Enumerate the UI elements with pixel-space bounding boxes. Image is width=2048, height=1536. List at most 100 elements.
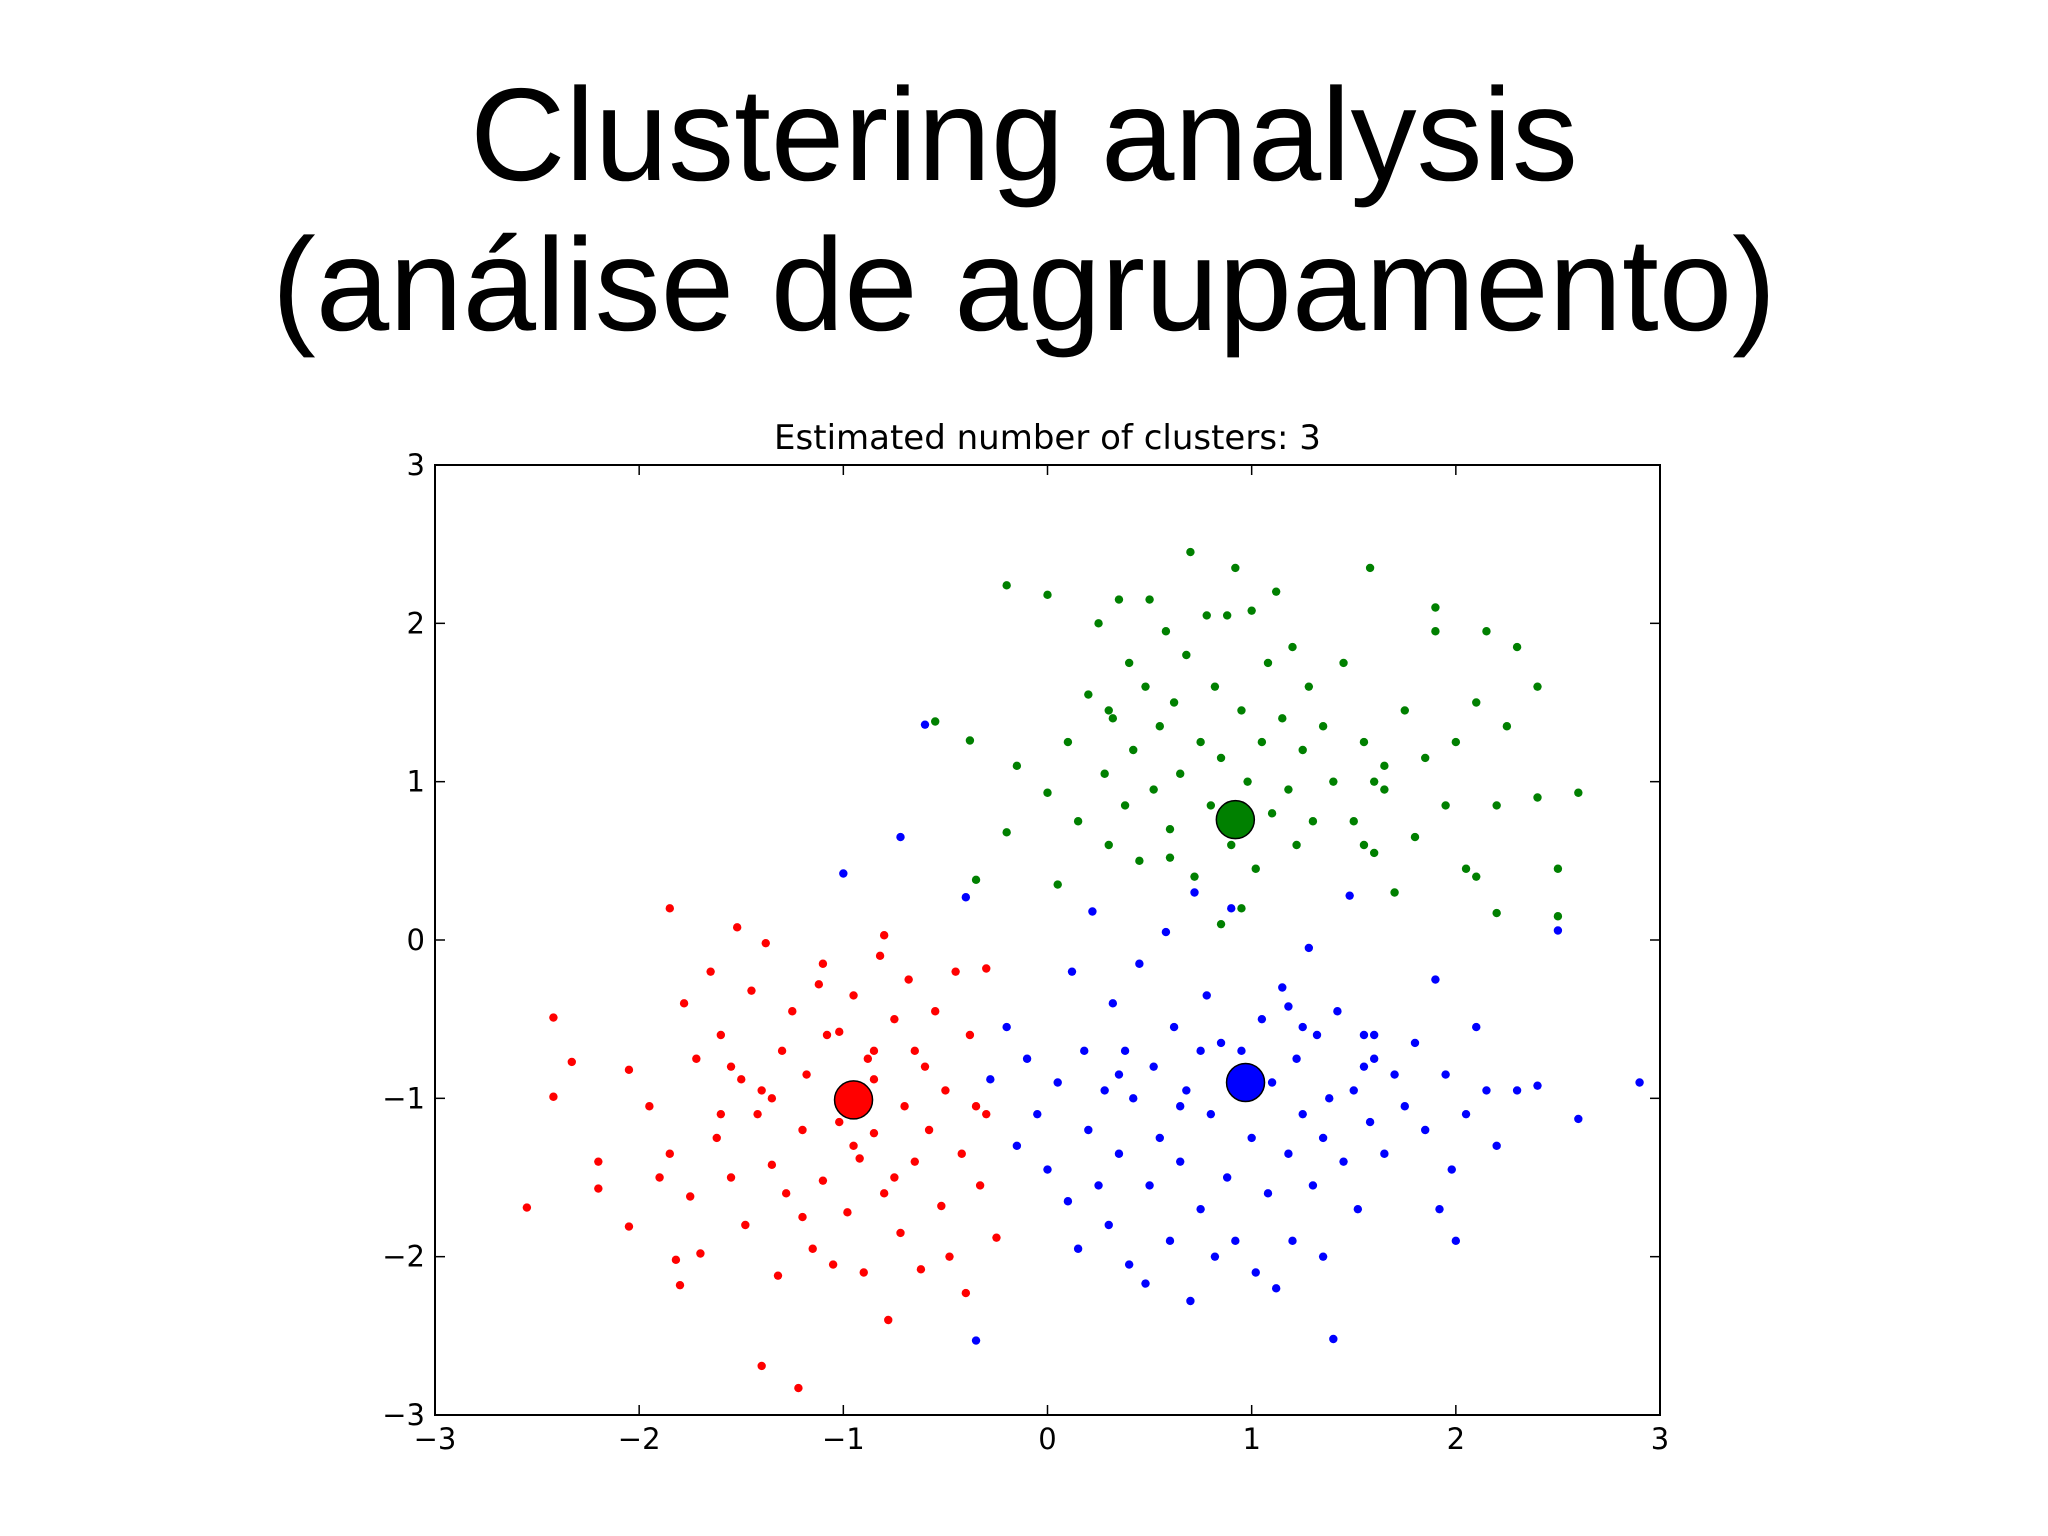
data-point (1472, 872, 1481, 881)
data-point (1141, 1279, 1150, 1288)
x-tick-label: 0 (1038, 1422, 1056, 1456)
data-point (1533, 793, 1542, 802)
data-point (1365, 1117, 1375, 1127)
data-point (1359, 1062, 1369, 1071)
data-point (818, 959, 828, 968)
data-point (1161, 627, 1171, 636)
data-point (1216, 753, 1226, 763)
data-point (706, 967, 715, 976)
data-point (1202, 991, 1211, 1000)
data-point (1196, 737, 1205, 747)
data-point (961, 893, 971, 902)
data-point (1231, 563, 1240, 573)
data-point (1318, 722, 1328, 731)
data-point (1298, 1022, 1307, 1032)
data-point (1472, 1022, 1481, 1032)
data-point (1080, 1046, 1089, 1056)
data-point (1492, 908, 1501, 918)
data-point (1165, 1236, 1175, 1246)
data-point (941, 1086, 950, 1095)
data-point (1176, 1102, 1185, 1111)
data-point (1369, 1054, 1379, 1063)
data-point (1257, 1014, 1267, 1024)
data-point (1533, 1081, 1542, 1090)
data-point (869, 1075, 879, 1084)
data-point (1002, 581, 1011, 590)
data-point (1227, 840, 1236, 850)
data-point (773, 1271, 783, 1280)
slide-title-line1: Clustering analysis (470, 61, 1578, 208)
data-point (1247, 1133, 1256, 1143)
data-point (1251, 1268, 1260, 1277)
data-point (1145, 595, 1154, 604)
data-point (1100, 769, 1109, 778)
data-point (1104, 706, 1113, 715)
data-point (1237, 706, 1246, 715)
data-point (814, 980, 824, 989)
y-tick-label: −2 (382, 1240, 425, 1274)
data-point (753, 1109, 762, 1119)
data-point (1161, 927, 1171, 937)
data-point (1298, 745, 1307, 755)
chart-title: Estimated number of clusters: 3 (774, 418, 1321, 458)
data-point (1365, 563, 1375, 573)
data-point (767, 1094, 777, 1103)
x-tick-label: −3 (414, 1422, 457, 1456)
data-point (1574, 788, 1583, 797)
data-point (1210, 1252, 1220, 1261)
data-point (1073, 1244, 1083, 1253)
data-point (1186, 547, 1195, 557)
data-point (1333, 1007, 1342, 1016)
data-point (1022, 1054, 1032, 1063)
data-point (849, 991, 858, 1000)
data-point (835, 1117, 844, 1127)
data-point (767, 1160, 777, 1170)
y-tick-label: 0 (407, 923, 425, 957)
data-point (1339, 658, 1348, 668)
data-point (747, 986, 756, 995)
data-point (1129, 1094, 1138, 1103)
data-point (788, 1007, 797, 1016)
data-point (1312, 1030, 1322, 1040)
data-point (1318, 1252, 1328, 1261)
data-point (1227, 904, 1236, 913)
data-point (1390, 1070, 1399, 1079)
data-point (1190, 888, 1199, 897)
data-point (900, 1102, 909, 1111)
data-point (1067, 967, 1077, 976)
data-point (931, 1007, 940, 1016)
data-point (1124, 658, 1134, 668)
data-point (1120, 801, 1130, 810)
data-point (1145, 1181, 1154, 1190)
data-point (1053, 1078, 1062, 1087)
data-point (1451, 1236, 1461, 1246)
data-point (716, 1030, 726, 1040)
data-point (1114, 1149, 1124, 1158)
data-point (1441, 801, 1450, 810)
data-point (1084, 1125, 1093, 1135)
y-tick-label: 2 (407, 606, 425, 640)
data-point (1349, 817, 1358, 826)
data-point (965, 736, 975, 745)
data-point (679, 999, 689, 1008)
data-point (1002, 828, 1011, 837)
data-point (1165, 824, 1175, 834)
data-point (1284, 1002, 1293, 1011)
y-tick-label: 3 (407, 448, 425, 482)
data-point (916, 1265, 926, 1274)
data-point (835, 1027, 844, 1037)
data-point (737, 1075, 746, 1084)
data-point (1196, 1046, 1205, 1056)
data-point (1247, 606, 1256, 615)
data-point (712, 1133, 721, 1143)
data-point (884, 1315, 893, 1325)
data-point (1129, 745, 1138, 755)
data-point (1012, 761, 1022, 771)
data-point (1400, 1102, 1409, 1111)
data-point (1359, 1030, 1369, 1040)
data-point (1349, 1086, 1358, 1095)
data-point (777, 1046, 787, 1056)
data-point (910, 1046, 919, 1056)
data-point (1271, 587, 1281, 596)
data-point (726, 1173, 736, 1182)
